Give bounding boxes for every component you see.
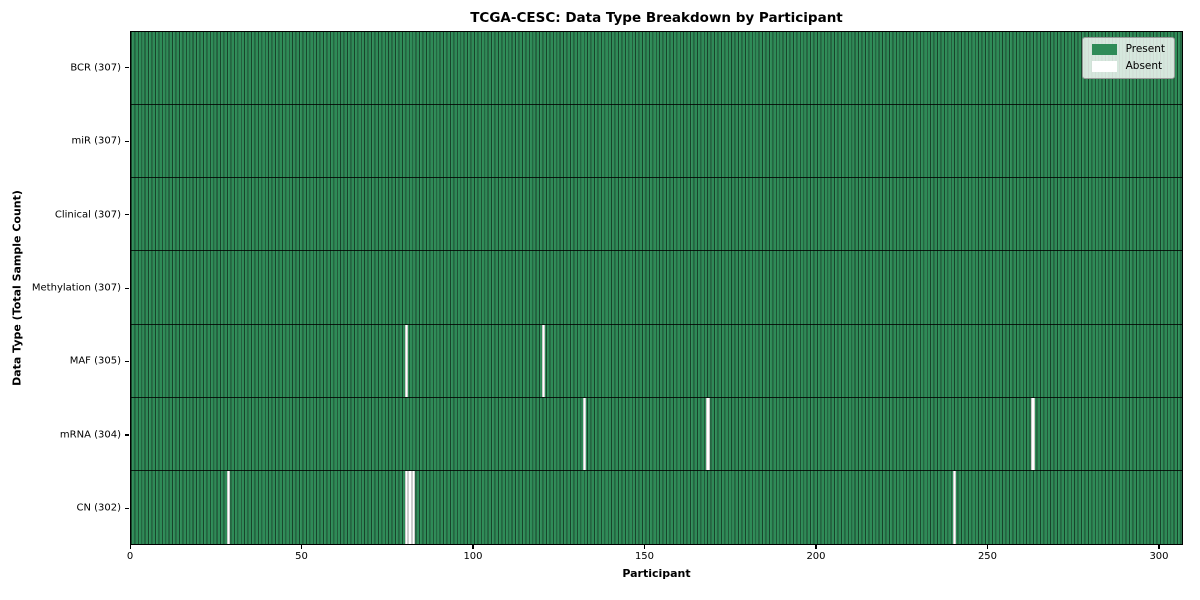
x-tick-label: 250 bbox=[977, 551, 998, 562]
heatmap-row bbox=[131, 105, 1182, 179]
heatmap-row bbox=[131, 470, 1182, 544]
x-tick-mark bbox=[1158, 545, 1160, 549]
y-tick-mark bbox=[125, 360, 129, 363]
absent-cell bbox=[706, 397, 710, 470]
x-tick-mark bbox=[129, 545, 131, 549]
y-tick-label: MAF (305) bbox=[69, 355, 121, 367]
heatmap-row bbox=[131, 324, 1182, 398]
x-tick-mark bbox=[815, 545, 817, 549]
y-tick-mark bbox=[125, 140, 129, 142]
x-tick-mark bbox=[472, 545, 474, 549]
absent-cell bbox=[404, 470, 409, 544]
x-tick-label: 50 bbox=[295, 551, 308, 562]
x-tick-mark bbox=[643, 545, 646, 549]
y-tick-mark bbox=[125, 287, 129, 289]
absent-cell bbox=[408, 470, 412, 544]
y-tick-mark bbox=[125, 507, 129, 509]
x-tick-mark bbox=[300, 545, 303, 549]
absent-swatch bbox=[1091, 61, 1117, 72]
legend-entry: Present bbox=[1091, 43, 1165, 56]
x-tick-label: 150 bbox=[634, 551, 655, 562]
absent-cell bbox=[411, 470, 416, 544]
heatmap-row bbox=[131, 178, 1182, 252]
legend-label: Present bbox=[1125, 43, 1165, 56]
y-tick-label: Methylation (307) bbox=[31, 282, 121, 294]
absent-cell bbox=[226, 470, 231, 544]
x-tick-label: 300 bbox=[1149, 551, 1169, 562]
y-tick-mark bbox=[125, 434, 129, 436]
y-tick-label: Clinical (307) bbox=[54, 209, 121, 221]
y-tick-label: mRNA (304) bbox=[59, 429, 121, 441]
present-swatch bbox=[1091, 44, 1117, 55]
x-tick-label: 100 bbox=[463, 551, 483, 562]
plot-area: Present Absent bbox=[130, 31, 1183, 545]
y-tick-mark bbox=[125, 67, 129, 69]
heatmap-row bbox=[131, 251, 1182, 325]
legend: Present Absent bbox=[1081, 37, 1175, 79]
heatmap-row bbox=[131, 397, 1182, 471]
chart-title: TCGA-CESC: Data Type Breakdown by Partic… bbox=[470, 10, 843, 26]
x-tick-label: 0 bbox=[126, 551, 134, 562]
heatmap-row bbox=[131, 32, 1182, 106]
y-tick-label: CN (302) bbox=[76, 502, 121, 514]
absent-cell bbox=[541, 324, 546, 397]
absent-cell bbox=[582, 397, 587, 470]
legend-label: Absent bbox=[1125, 60, 1163, 73]
y-tick-mark bbox=[125, 214, 129, 216]
absent-cell bbox=[1031, 397, 1035, 470]
y-tick-label: BCR (307) bbox=[70, 62, 121, 74]
x-tick-mark bbox=[986, 545, 989, 549]
heatmap-rows bbox=[131, 32, 1182, 544]
y-tick-label: miR (307) bbox=[71, 135, 121, 147]
absent-cell bbox=[404, 324, 409, 397]
legend-entry: Absent bbox=[1091, 60, 1165, 73]
absent-cell bbox=[952, 470, 957, 544]
x-tick-label: 200 bbox=[806, 551, 826, 562]
x-axis-title: Participant bbox=[622, 567, 691, 580]
